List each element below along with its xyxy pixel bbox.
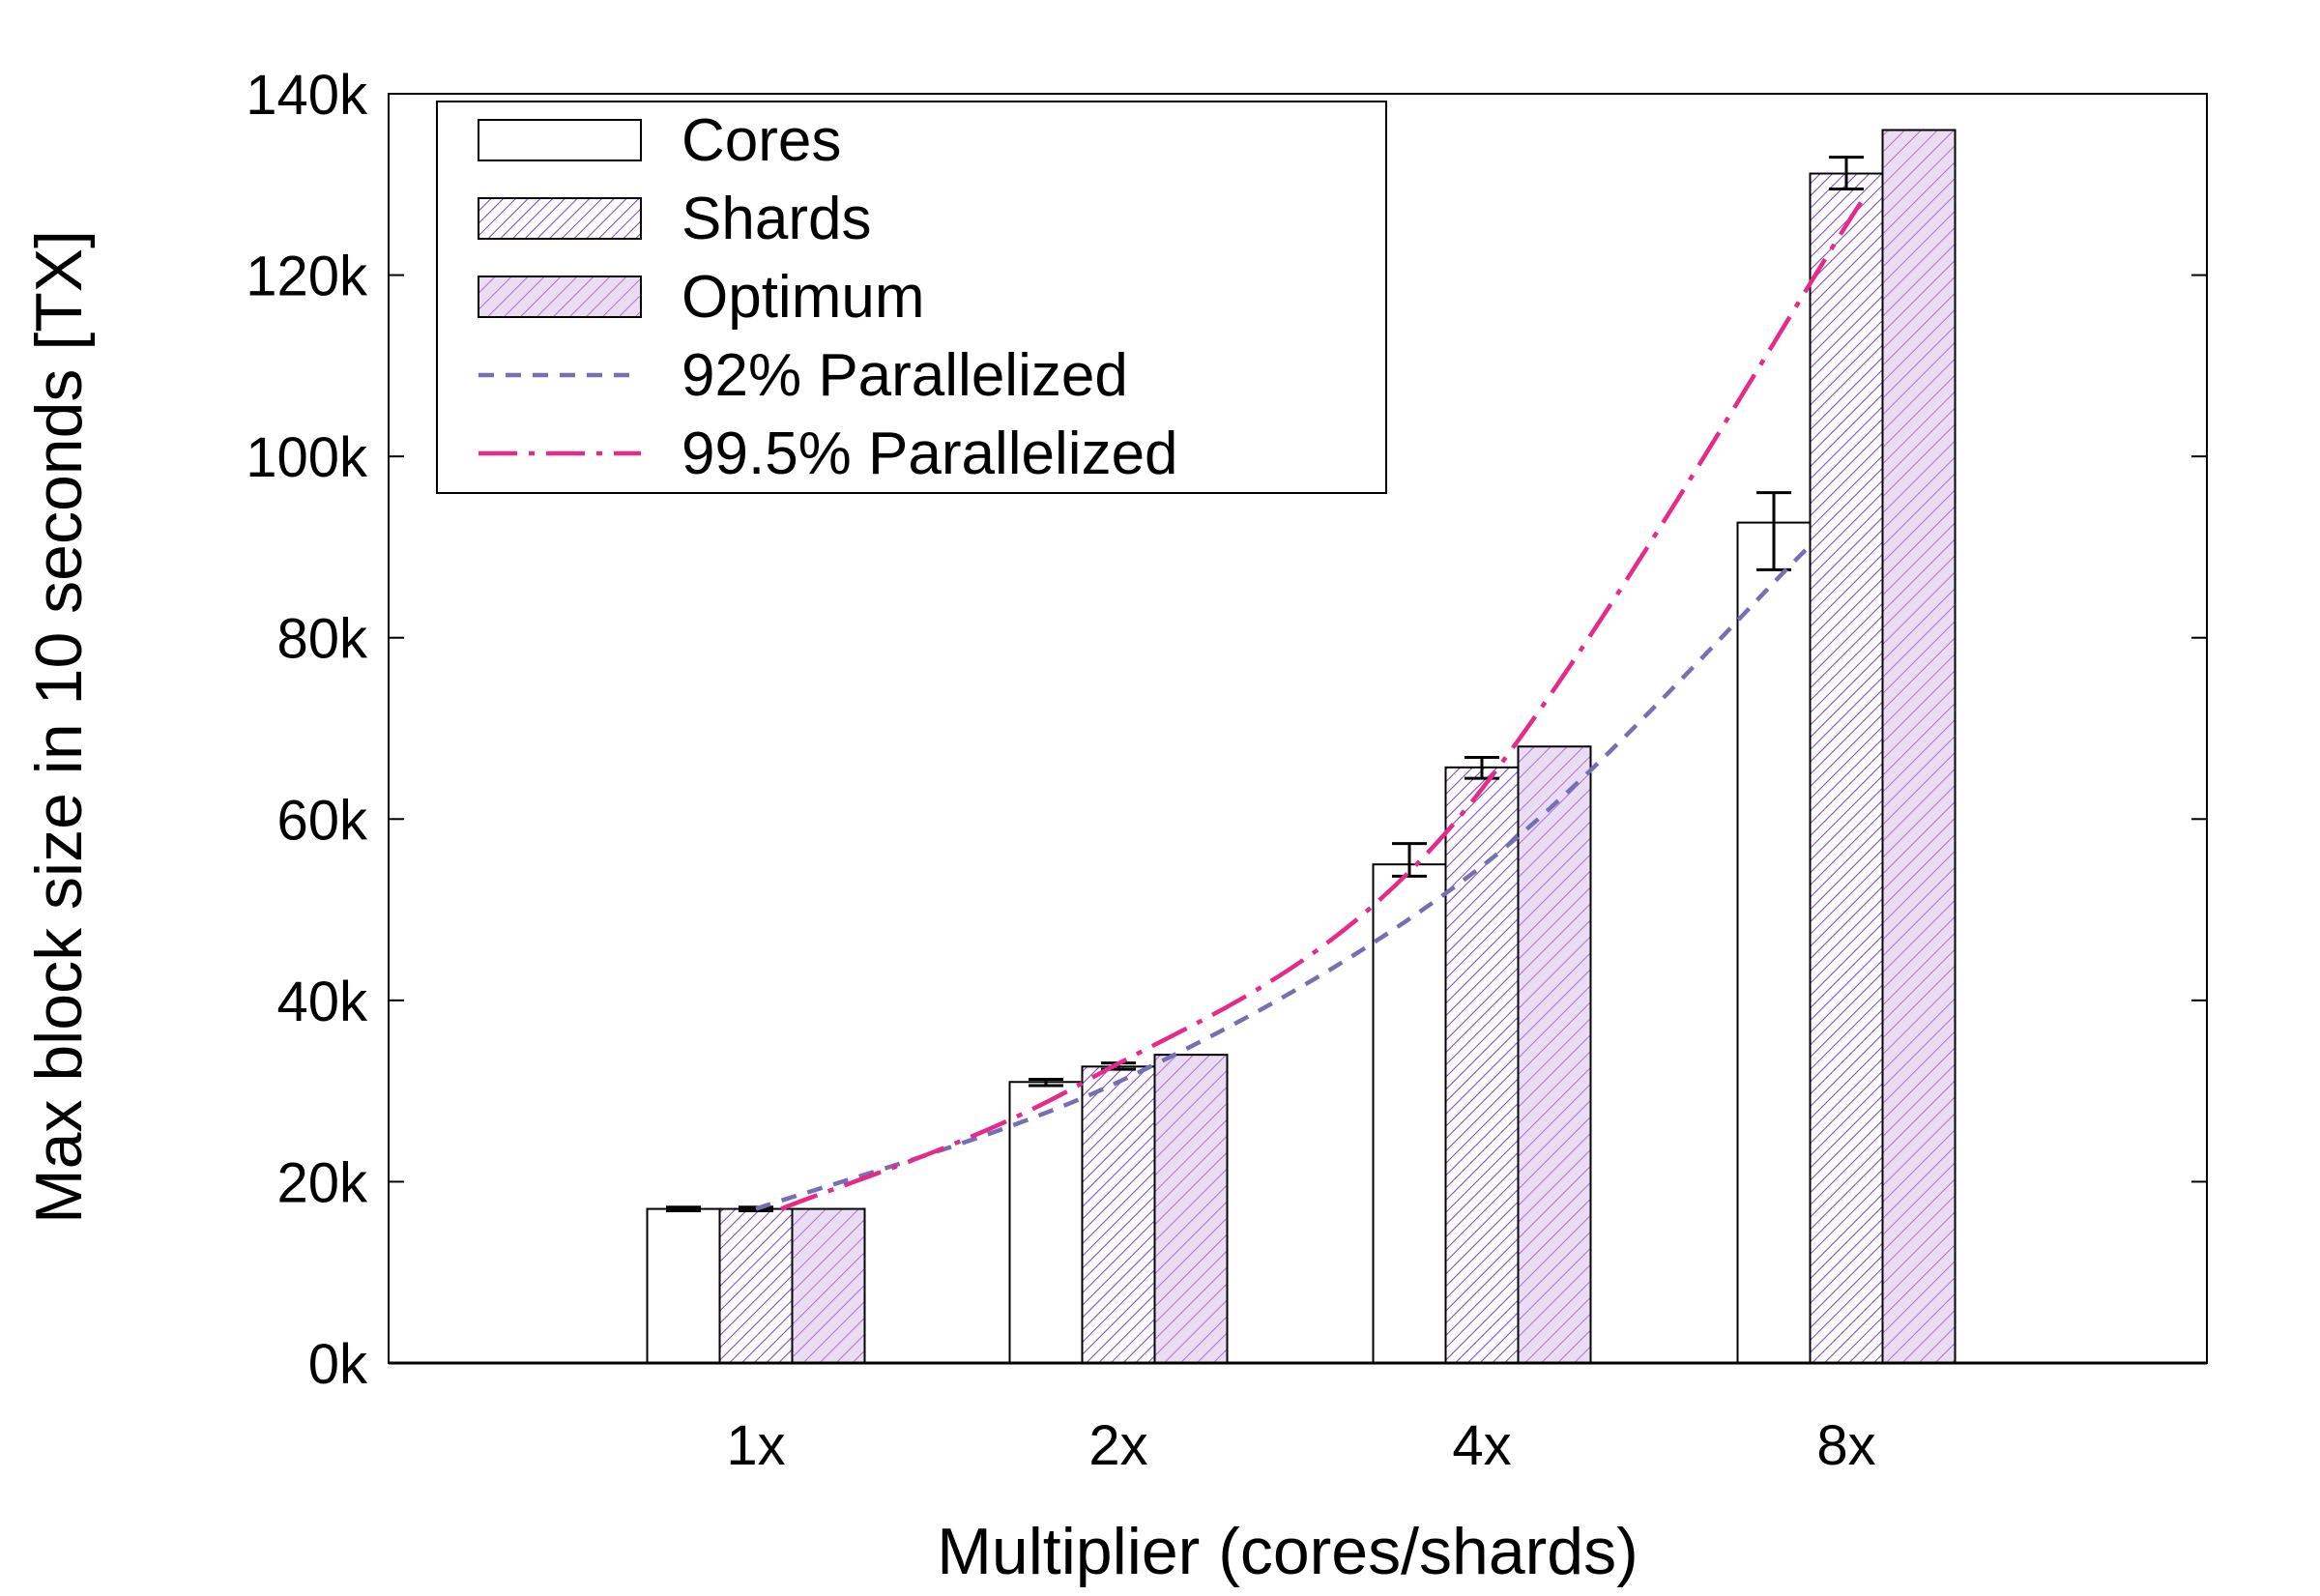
legend-label: Shards (682, 186, 871, 252)
axes-layer: 0k 20k 40k 60k 80k 100k 120k 140k 1x 2x 4x 8x (246, 64, 2208, 1477)
y-tick-label: 40k (276, 971, 368, 1033)
bar-optimum-2x (1153, 1054, 1229, 1364)
y-tick-label: 80k (276, 608, 368, 671)
line-92-parallelized (755, 546, 1810, 1211)
y-tick-label: 120k (246, 246, 368, 308)
bar-cores-4x (1372, 863, 1447, 1364)
bar-shards-8x (1809, 172, 1884, 1365)
bar-optimum-1x (791, 1207, 866, 1365)
trend-lines-layer (755, 201, 1863, 1211)
legend: Cores Shards Optimum 92% Parallelized 99.5% … (436, 101, 1387, 494)
x-tick-label: 2x (1088, 1414, 1147, 1477)
bar-optimum-4x (1517, 745, 1592, 1364)
legend-swatch (478, 276, 642, 318)
legend-label: 92% Parallelized (682, 342, 1128, 409)
y-tick-label: 60k (276, 789, 368, 852)
legend-item-0: Cores (478, 107, 841, 174)
bar-optimum-8x (1881, 129, 1957, 1364)
error-bar-cores-1x (666, 1205, 701, 1212)
legend-item-1: Shards (478, 186, 871, 252)
error-bar-shards-8x (1829, 156, 1864, 190)
bar-cores-2x (1008, 1081, 1084, 1364)
legend-item-2: Optimum (478, 264, 924, 331)
legend-label: 99.5% Parallelized (682, 421, 1178, 487)
bar-shards-1x (718, 1207, 794, 1365)
error-bar-cores-4x (1392, 842, 1427, 878)
bar-shards-4x (1444, 766, 1520, 1364)
legend-item-3: 92% Parallelized (478, 342, 1128, 409)
legend-label: Cores (682, 107, 841, 174)
y-axis-title: Max block size in 10 seconds [TX] (22, 230, 96, 1224)
y-tick-label: 20k (276, 1151, 368, 1214)
legend-item-4: 99.5% Parallelized (478, 421, 1178, 487)
x-axis-title: Multiplier (cores/shards) (937, 1515, 1638, 1588)
x-tick-label: 8x (1816, 1414, 1875, 1477)
line-99-5-parallelized (780, 201, 1863, 1211)
legend-swatch (478, 197, 642, 240)
legend-swatch (478, 119, 642, 161)
error-bar-shards-4x (1464, 756, 1499, 780)
legend-label: Optimum (682, 264, 924, 331)
x-tick-label: 1x (726, 1414, 785, 1477)
bar-shards-2x (1081, 1065, 1156, 1364)
bar-cores-8x (1736, 521, 1812, 1364)
x-tick-label: 4x (1452, 1414, 1511, 1477)
y-tick-label: 140k (246, 64, 368, 127)
y-tick-label: 100k (246, 426, 368, 489)
bars-layer (646, 129, 1957, 1365)
error-bar-cores-2x (1029, 1077, 1063, 1088)
y-tick-label: 0k (308, 1333, 368, 1396)
bar-cores-1x (646, 1207, 721, 1365)
